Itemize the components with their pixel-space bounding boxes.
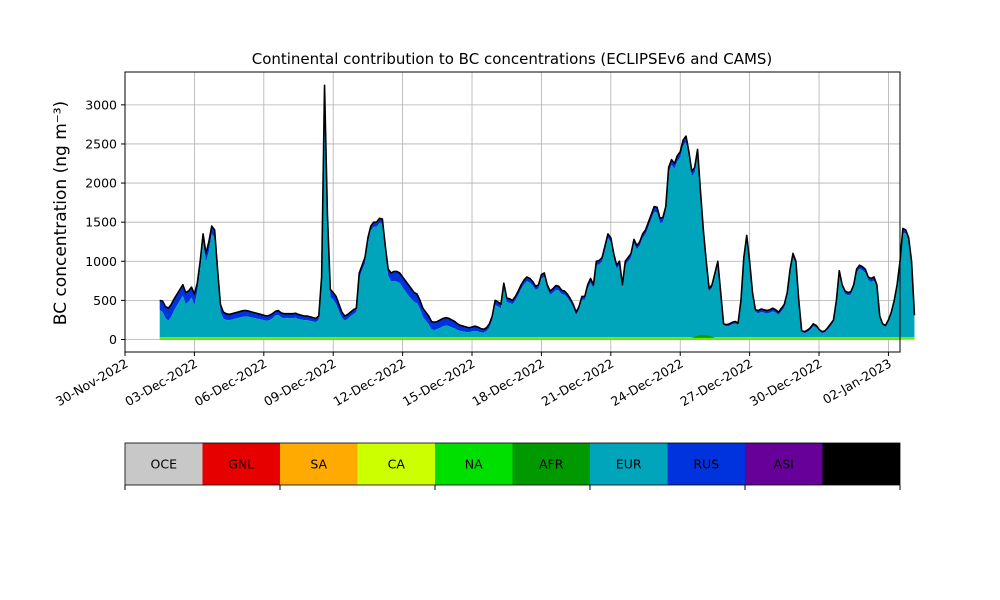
total-line [159, 84, 916, 333]
x-tick-label: 12-Dec-2022 [331, 356, 409, 409]
x-tick-label: 27-Dec-2022 [678, 356, 756, 409]
legend-label-rus: RUS [693, 457, 719, 472]
x-tick-label: 21-Dec-2022 [539, 356, 617, 409]
legend-swatch-asi [745, 443, 823, 485]
x-tick-label: 02-Jan-2023 [820, 356, 894, 407]
colorbar-frame [124, 442, 901, 486]
colorbar-legend: OCE GNL SA CA NA AFR EUR RUS ASI AUS [124, 442, 901, 490]
x-tick-label: 06-Dec-2022 [192, 356, 270, 409]
x-tick-label: 09-Dec-2022 [261, 356, 339, 409]
legend-swatch-na [435, 443, 513, 485]
legend-swatch-gnl [202, 443, 280, 485]
legend-swatch-rus [667, 443, 745, 485]
x-tick-label: 15-Dec-2022 [400, 356, 478, 409]
y-tick-label: 0 [109, 332, 117, 347]
legend-swatch-afr [512, 443, 590, 485]
legend-label-asi: ASI [774, 457, 794, 472]
y-tick-label: 2000 [85, 176, 117, 191]
x-tick-label: 03-Dec-2022 [122, 356, 200, 409]
y-tick-label: 3000 [85, 97, 117, 112]
legend-swatch-aus [822, 443, 900, 485]
legend-swatch-sa [280, 443, 358, 485]
legend-label-sa: SA [310, 457, 327, 472]
legend-label-afr: AFR [539, 457, 564, 472]
axes-frame [124, 71, 901, 353]
legend-label-ca: CA [388, 457, 406, 472]
y-tick-label: 1000 [85, 254, 117, 269]
area-afr [691, 334, 715, 338]
plot-area: 0 500 1000 1500 2000 2500 3000 30-Nov-202203-De… [53, 71, 916, 409]
y-tick-label: 500 [93, 293, 117, 308]
y-tick-label: 1500 [85, 215, 117, 230]
y-tick-label: 2500 [85, 136, 117, 151]
legend-swatch-eur [590, 443, 668, 485]
legend-swatch-ca [357, 443, 435, 485]
legend-swatch-oce [125, 443, 203, 485]
legend-label-na: NA [465, 457, 483, 472]
x-tick-label: 24-Dec-2022 [608, 356, 686, 409]
y-axis-label: BC concentration (ng m⁻³) [51, 101, 71, 325]
legend-label-eur: EUR [616, 457, 642, 472]
legend-label-aus: AUS [848, 457, 874, 472]
legend-label-gnl: GNL [228, 457, 254, 472]
legend-label-oce: OCE [151, 457, 178, 472]
x-tick-label: 30-Dec-2022 [747, 356, 825, 409]
area-eur [159, 95, 915, 338]
x-tick-label: 30-Nov-2022 [53, 356, 130, 409]
x-tick-label: 18-Dec-2022 [469, 356, 547, 409]
chart-title: Continental contribution to BC concentra… [252, 50, 773, 68]
